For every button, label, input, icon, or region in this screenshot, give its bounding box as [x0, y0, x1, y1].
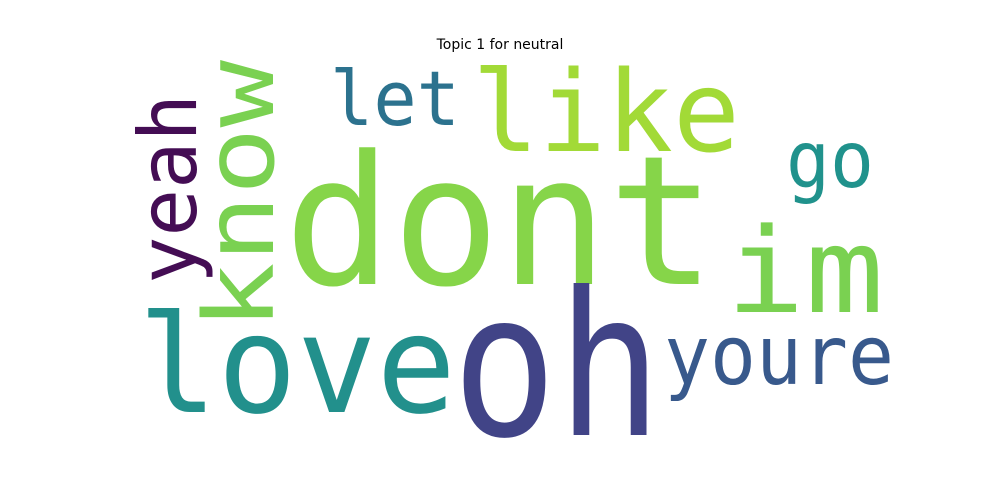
word-dont: dont — [284, 118, 716, 327]
word-love: love — [138, 287, 456, 445]
word-know: know — [184, 60, 296, 330]
word-go: go — [786, 116, 874, 206]
word-im: im — [726, 202, 884, 340]
word-yeah: yeah — [122, 94, 215, 284]
word-like: like — [472, 48, 740, 178]
word-let: let — [330, 54, 460, 143]
word-youre: youre — [664, 309, 894, 404]
word-oh: oh — [452, 250, 662, 483]
chart-title: Topic 1 for neutral — [436, 37, 564, 53]
